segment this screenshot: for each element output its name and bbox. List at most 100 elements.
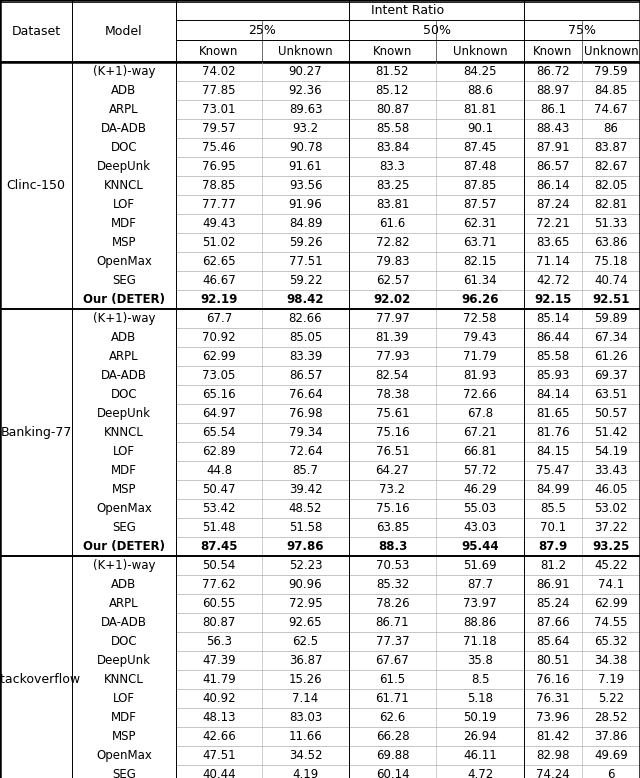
- Text: 65.32: 65.32: [595, 635, 628, 648]
- Text: 55.03: 55.03: [463, 502, 497, 515]
- Text: 82.66: 82.66: [289, 312, 323, 325]
- Text: 56.3: 56.3: [206, 635, 232, 648]
- Text: 59.89: 59.89: [595, 312, 628, 325]
- Text: 72.64: 72.64: [289, 445, 323, 458]
- Text: 51.48: 51.48: [202, 521, 236, 534]
- Text: 78.85: 78.85: [202, 179, 236, 192]
- Text: Our (DETER): Our (DETER): [83, 293, 165, 306]
- Text: 90.96: 90.96: [289, 578, 323, 591]
- Text: 83.87: 83.87: [595, 141, 628, 154]
- Text: 36.87: 36.87: [289, 654, 323, 667]
- Text: 73.2: 73.2: [380, 483, 406, 496]
- Text: MDF: MDF: [111, 711, 137, 724]
- Text: 62.99: 62.99: [202, 350, 236, 363]
- Text: 70.92: 70.92: [202, 331, 236, 344]
- Text: 87.9: 87.9: [538, 540, 568, 553]
- Text: 86.14: 86.14: [536, 179, 570, 192]
- Text: 69.88: 69.88: [376, 749, 409, 762]
- Text: 85.7: 85.7: [292, 464, 319, 477]
- Text: 75.46: 75.46: [202, 141, 236, 154]
- Text: 85.64: 85.64: [536, 635, 570, 648]
- Text: 4.19: 4.19: [292, 768, 319, 778]
- Text: Stackoverflow: Stackoverflow: [0, 673, 80, 686]
- Text: 87.66: 87.66: [536, 616, 570, 629]
- Text: 61.5: 61.5: [380, 673, 406, 686]
- Text: 85.58: 85.58: [536, 350, 570, 363]
- Text: 74.67: 74.67: [594, 103, 628, 116]
- Text: ADB: ADB: [111, 84, 136, 97]
- Text: 48.13: 48.13: [202, 711, 236, 724]
- Text: 47.39: 47.39: [202, 654, 236, 667]
- Text: 75.16: 75.16: [376, 502, 410, 515]
- Text: 74.1: 74.1: [598, 578, 624, 591]
- Text: 39.42: 39.42: [289, 483, 323, 496]
- Text: 46.29: 46.29: [463, 483, 497, 496]
- Text: 79.34: 79.34: [289, 426, 323, 439]
- Text: 37.86: 37.86: [595, 730, 628, 743]
- Text: 5.22: 5.22: [598, 692, 624, 705]
- Text: 72.95: 72.95: [289, 597, 323, 610]
- Text: 67.34: 67.34: [594, 331, 628, 344]
- Text: LOF: LOF: [113, 445, 135, 458]
- Text: 59.26: 59.26: [289, 236, 323, 249]
- Text: 83.03: 83.03: [289, 711, 322, 724]
- Text: 74.55: 74.55: [595, 616, 628, 629]
- Text: MSP: MSP: [112, 730, 136, 743]
- Text: 60.14: 60.14: [376, 768, 410, 778]
- Text: 80.87: 80.87: [202, 616, 236, 629]
- Text: 47.51: 47.51: [202, 749, 236, 762]
- Text: OpenMax: OpenMax: [96, 255, 152, 268]
- Text: 79.57: 79.57: [202, 122, 236, 135]
- Text: 82.54: 82.54: [376, 369, 409, 382]
- Text: 35.8: 35.8: [467, 654, 493, 667]
- Text: 70.1: 70.1: [540, 521, 566, 534]
- Text: 77.97: 77.97: [376, 312, 410, 325]
- Text: DOC: DOC: [111, 635, 138, 648]
- Text: 81.65: 81.65: [536, 407, 570, 420]
- Text: MDF: MDF: [111, 464, 137, 477]
- Text: 72.21: 72.21: [536, 217, 570, 230]
- Text: 62.57: 62.57: [376, 274, 410, 287]
- Text: 61.34: 61.34: [463, 274, 497, 287]
- Text: 79.43: 79.43: [463, 331, 497, 344]
- Text: 11.66: 11.66: [289, 730, 323, 743]
- Text: 86.57: 86.57: [536, 160, 570, 173]
- Text: 92.19: 92.19: [200, 293, 237, 306]
- Text: 25%: 25%: [248, 23, 276, 37]
- Text: 76.51: 76.51: [376, 445, 410, 458]
- Text: 86.71: 86.71: [376, 616, 410, 629]
- Text: 92.15: 92.15: [534, 293, 572, 306]
- Text: 4.72: 4.72: [467, 768, 493, 778]
- Text: LOF: LOF: [113, 198, 135, 211]
- Text: 77.77: 77.77: [202, 198, 236, 211]
- Text: 73.05: 73.05: [202, 369, 236, 382]
- Text: 62.99: 62.99: [594, 597, 628, 610]
- Text: 86.57: 86.57: [289, 369, 323, 382]
- Text: 42.72: 42.72: [536, 274, 570, 287]
- Text: 84.85: 84.85: [595, 84, 628, 97]
- Text: 91.96: 91.96: [289, 198, 323, 211]
- Text: MSP: MSP: [112, 236, 136, 249]
- Text: 41.79: 41.79: [202, 673, 236, 686]
- Text: 52.23: 52.23: [289, 559, 323, 572]
- Text: ARPL: ARPL: [109, 103, 139, 116]
- Text: DeepUnk: DeepUnk: [97, 160, 151, 173]
- Text: 67.21: 67.21: [463, 426, 497, 439]
- Text: 65.54: 65.54: [202, 426, 236, 439]
- Text: 51.02: 51.02: [202, 236, 236, 249]
- Text: 63.86: 63.86: [595, 236, 628, 249]
- Text: 62.6: 62.6: [380, 711, 406, 724]
- Text: Clinc-150: Clinc-150: [6, 179, 65, 192]
- Text: 50.57: 50.57: [595, 407, 628, 420]
- Text: 57.72: 57.72: [463, 464, 497, 477]
- Text: 5.18: 5.18: [467, 692, 493, 705]
- Text: 89.63: 89.63: [289, 103, 323, 116]
- Text: 79.83: 79.83: [376, 255, 409, 268]
- Text: 33.43: 33.43: [595, 464, 628, 477]
- Text: 77.93: 77.93: [376, 350, 410, 363]
- Text: Banking-77: Banking-77: [0, 426, 72, 439]
- Text: 88.86: 88.86: [463, 616, 497, 629]
- Text: 84.89: 84.89: [289, 217, 323, 230]
- Text: 66.28: 66.28: [376, 730, 410, 743]
- Text: 84.99: 84.99: [536, 483, 570, 496]
